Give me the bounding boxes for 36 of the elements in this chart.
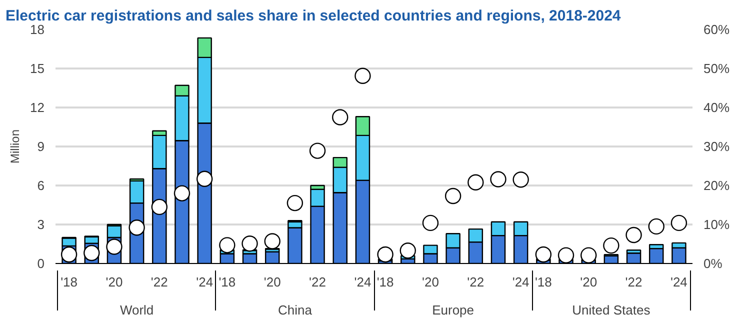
- x-tick-label: '18: [376, 274, 394, 290]
- x-tick-label: '22: [150, 274, 168, 290]
- x-tick-label: '20: [106, 274, 123, 290]
- y2-tick-label: 20%: [704, 178, 730, 193]
- x-tick-label: '22: [625, 274, 642, 290]
- y-tick-label: 12: [30, 100, 45, 115]
- x-tick-label: '24: [354, 274, 372, 290]
- y2-tick-label: 60%: [704, 22, 730, 37]
- x-tick-label: '18: [534, 274, 552, 290]
- y2-tick-label: 0%: [704, 256, 723, 271]
- text: United States: [572, 302, 651, 318]
- y-tick-label: 6: [37, 178, 45, 193]
- x-tick-label: '20: [580, 274, 598, 290]
- x-tick-label: '24: [512, 274, 530, 290]
- text: China: [278, 302, 313, 318]
- x-tick-label: '20: [422, 274, 439, 290]
- chart-title: Electric car registrations and sales share in selected countries and regions, 2018-2024: [6, 8, 622, 24]
- y-tick-label: 0: [37, 256, 45, 271]
- x-tick-label: '20: [264, 274, 281, 290]
- y-axis-title: Million: [8, 129, 22, 164]
- x-tick-label: '22: [467, 274, 484, 290]
- x-tick-label: '22: [309, 274, 326, 290]
- y-tick-label: 3: [37, 217, 45, 232]
- y-tick-label: 18: [30, 22, 45, 37]
- y-tick-label: 15: [30, 61, 45, 76]
- y-tick-label: 9: [37, 139, 45, 154]
- y2-tick-label: 40%: [704, 100, 730, 115]
- text: Europe: [432, 302, 474, 318]
- x-tick-label: '24: [196, 274, 214, 290]
- x-tick-label: '18: [60, 274, 78, 290]
- y2-tick-label: 10%: [704, 217, 730, 232]
- y2-tick-label: 50%: [704, 61, 730, 76]
- x-tick-label: '24: [670, 274, 688, 290]
- text: World: [120, 302, 154, 318]
- x-tick-label: '18: [218, 274, 236, 290]
- y2-tick-label: 30%: [704, 139, 730, 154]
